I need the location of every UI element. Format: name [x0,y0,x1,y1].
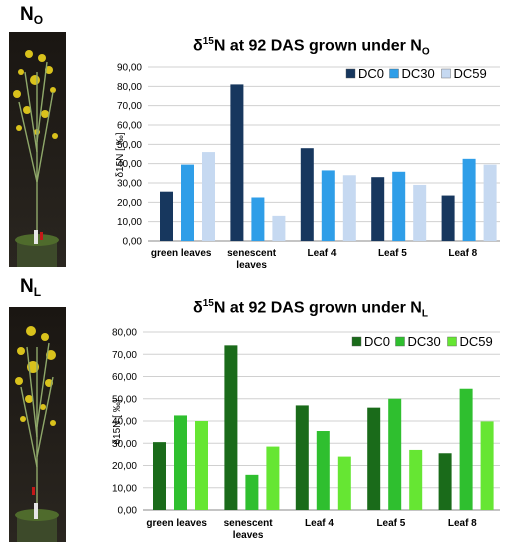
bar-dc59 [409,449,423,510]
bar-dc0 [224,345,238,510]
y-tick-label: 90,00 [117,63,142,74]
bar-dc59 [480,421,494,510]
chart-title-nl: δ15N at 92 DAS grown under NL [193,298,428,320]
y-tick-label: 80,00 [112,328,137,339]
bar-dc59 [413,184,427,241]
x-tick-label: green leaves [151,248,212,259]
plant-photo-nl [9,307,66,542]
bar-dc0 [441,195,455,241]
y-tick-label: 80,00 [117,82,142,93]
panel-label-sub: L [33,285,42,299]
x-tick-label: Leaf 4 [308,248,337,259]
y-tick-label: 50,00 [117,140,142,151]
panel-label-no: NO [20,4,43,27]
legend-swatch [395,336,405,347]
y-tick-label: 0,00 [123,237,143,248]
plant-photo-no [9,32,66,267]
y-tick-label: 30,00 [117,179,142,190]
x-tick-label: Leaf 8 [448,518,477,529]
y-tick-label: 60,00 [112,372,137,383]
chart-title-sub: L [421,308,428,320]
bar-dc0 [438,453,452,510]
legend-swatch [441,68,451,79]
x-tick-label: senescent [227,248,277,259]
panel-label-nl: NL [20,276,41,299]
bar-dc59 [266,446,280,510]
panel-label-main: N [20,276,34,297]
bar-dc0 [300,148,314,241]
y-tick-label: 0,00 [118,506,138,517]
y-tick-label: 60,00 [117,121,142,132]
y-tick-label: 20,00 [112,461,137,472]
legend-swatch [351,336,362,347]
chart-title-sup: 15 [202,36,214,47]
bar-dc0 [367,407,381,510]
y-tick-label: 10,00 [112,483,137,494]
x-tick-label: leaves [233,530,264,541]
y-tick-label: 30,00 [112,439,137,450]
panel-label-sub: O [33,13,44,27]
chart-title-text: N at 92 DAS grown under N [213,299,422,317]
bar-dc0 [230,84,244,242]
bar-dc59 [483,164,497,241]
bar-dc30 [392,171,406,241]
legend-label: DC30 [408,334,441,349]
bar-dc30 [388,398,402,510]
legend-label: DC0 [358,66,384,81]
legend-swatch [389,68,399,79]
chart-title-pre: δ [193,299,203,317]
bar-dc30 [459,388,473,510]
y-tick-label: 40,00 [112,417,137,428]
bar-dc30 [251,197,265,241]
panel-label-main: N [20,4,34,25]
legend-swatch [345,68,356,79]
x-tick-label: Leaf 8 [448,248,477,259]
chart-title-text: N at 92 DAS grown under N [213,37,422,55]
y-tick-label: 10,00 [117,217,142,228]
legend-label: DC59 [460,334,493,349]
x-tick-label: leaves [236,260,267,271]
chart-title-sub: O [421,46,430,58]
bar-dc59 [202,152,215,241]
y-axis-label: δ15N [ ‰] [112,399,123,444]
x-tick-label: Leaf 5 [378,248,407,259]
bar-dc0 [153,442,166,510]
chart-title-pre: δ [193,37,203,55]
x-tick-label: senescent [224,518,274,529]
bar-dc59 [342,175,356,241]
y-tick-label: 20,00 [117,198,142,209]
bar-dc59 [195,421,208,510]
chart-title-no: δ15N at 92 DAS grown under NO [193,36,430,58]
bar-dc30 [321,170,335,241]
y-tick-label: 50,00 [112,394,137,405]
legend-label: DC59 [454,66,487,81]
y-tick-label: 40,00 [117,159,142,170]
x-tick-label: Leaf 5 [376,518,405,529]
bar-dc59 [337,456,351,510]
legend-label: DC30 [402,66,435,81]
bar-dc0 [160,191,173,241]
bar-dc30 [316,431,330,510]
chart-title-sup: 15 [202,298,214,309]
bar-dc30 [181,164,194,241]
bar-dc30 [245,474,259,510]
bar-dc0 [371,177,385,241]
y-axis-label: δ15N [ ‰] [115,132,126,177]
legend-swatch [447,336,457,347]
x-tick-label: green leaves [146,518,207,529]
legend-label: DC0 [364,334,390,349]
bar-dc0 [295,405,309,510]
y-tick-label: 70,00 [112,350,137,361]
bar-dc30 [174,415,187,510]
bar-dc59 [272,215,286,241]
bar-dc30 [462,158,476,241]
x-tick-label: Leaf 4 [305,518,334,529]
y-tick-label: 70,00 [117,101,142,112]
